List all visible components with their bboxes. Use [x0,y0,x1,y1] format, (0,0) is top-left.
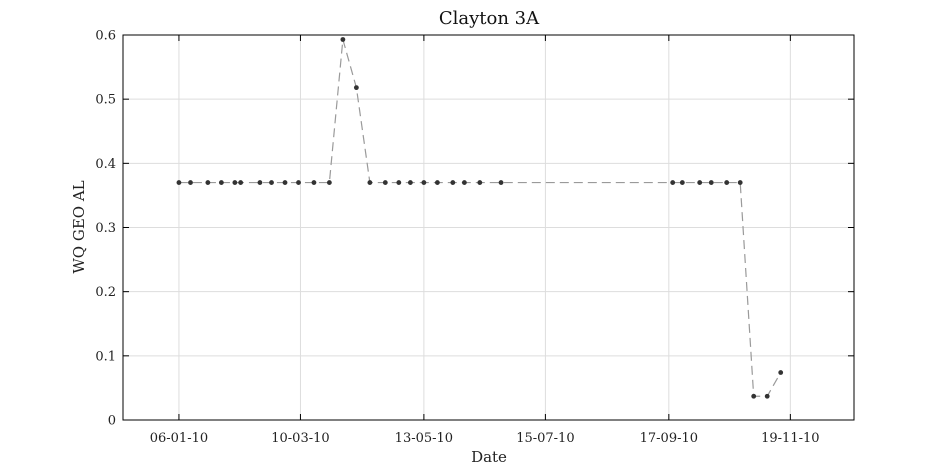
data-point [778,370,784,375]
x-tick-label: 17-09-10 [640,431,698,446]
data-point [188,180,193,185]
y-tick-label: 0.3 [95,221,116,236]
marker-layer [176,37,784,399]
data-point [751,393,757,399]
data-point [326,180,332,185]
data-point [257,180,263,185]
data-point [396,180,402,185]
data-point [218,180,224,185]
data-point [311,180,317,185]
x-tick-labels: 06-01-10 10-03-10 13-05-10 15-07-10 17-09-10… [150,431,820,446]
data-point [382,180,388,185]
data-point [421,180,427,185]
y-tick-label: 0.6 [95,29,116,44]
x-tick-label: 15-07-10 [516,431,574,446]
data-point [461,180,467,185]
chart-title: Clayton 3A [439,8,540,29]
y-tick-labels: 0 0.1 0.2 0.3 0.4 0.5 0.6 [95,29,116,429]
x-tick-label: 06-01-10 [150,431,208,446]
data-point [269,180,274,185]
data-point [238,180,244,185]
data-point [282,180,288,185]
data-point [205,180,211,185]
x-tick-label: 19-11-10 [761,431,819,446]
data-point [477,180,483,185]
data-point [764,393,770,399]
x-tick-label: 13-05-10 [395,431,453,446]
x-axis-title: Date [471,448,507,466]
y-tick-label: 0.2 [95,285,116,300]
data-point [450,180,456,185]
data-point [407,180,413,185]
x-tick-label: 10-03-10 [271,431,329,446]
y-axis-title: WQ GEO AL [70,180,88,273]
data-point [434,180,440,185]
y-tick-label: 0.4 [95,157,116,172]
data-point [296,180,301,185]
y-tick-label: 0 [108,414,116,429]
y-tick-label: 0.5 [95,93,116,108]
data-point [353,85,359,91]
data-point [737,180,743,185]
data-point [697,180,703,185]
data-point [176,180,182,185]
data-point [367,180,373,185]
data-point [340,37,346,42]
data-point [679,180,685,185]
data-point [498,180,504,185]
data-point [724,180,730,185]
data-point [708,180,714,185]
data-point [670,180,676,185]
axes [122,34,855,421]
y-tick-label: 0.1 [95,349,116,364]
data-point [232,180,238,185]
